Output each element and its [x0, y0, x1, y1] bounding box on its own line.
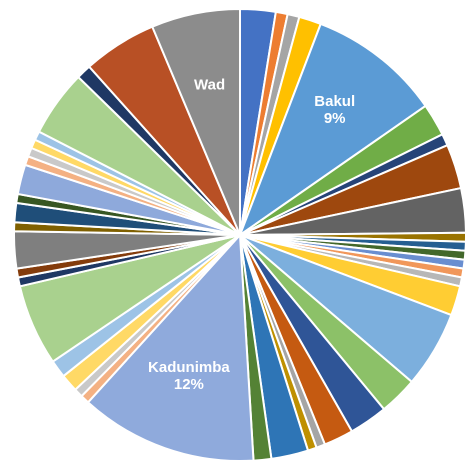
- slice-label-kadunimba: Kadunimba 12%: [148, 359, 230, 393]
- slice-label-bakul: Bakul 9%: [314, 93, 355, 127]
- pie-slice-bakul: [237, 22, 427, 238]
- pie-slice-wad: [150, 7, 241, 236]
- slice-label-wad: Wad: [194, 76, 225, 93]
